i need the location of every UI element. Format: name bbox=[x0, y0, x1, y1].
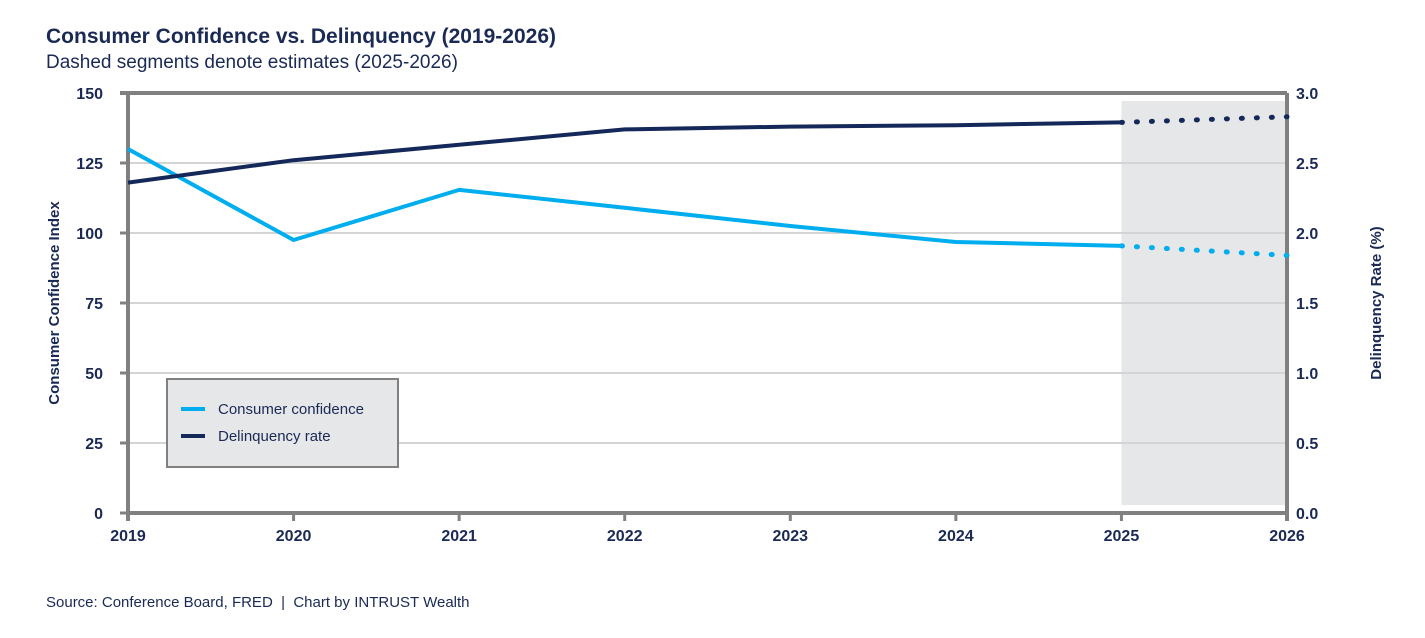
y-right-tick-label: 2.5 bbox=[1296, 156, 1318, 173]
x-tick-label: 2019 bbox=[110, 528, 146, 545]
y-right-tick-label: 1.0 bbox=[1296, 366, 1318, 383]
y-left-tick-label: 125 bbox=[76, 156, 103, 173]
legend-label: Consumer confidence bbox=[218, 401, 364, 418]
delinquency-rate-line bbox=[127, 120, 1122, 185]
y-left-tick-label: 50 bbox=[85, 366, 103, 383]
x-tick-label: 2023 bbox=[772, 528, 808, 545]
legend-box bbox=[166, 378, 399, 468]
y-right-tick-label: 2.0 bbox=[1296, 226, 1318, 243]
chart-subtitle: Dashed segments denote estimates (2025-2… bbox=[46, 52, 458, 73]
x-tick-label: 2022 bbox=[607, 528, 643, 545]
y-right-tick-label: 3.0 bbox=[1296, 86, 1318, 103]
chart-source: Source: Conference Board, FRED | Chart b… bbox=[46, 594, 470, 611]
x-tick-label: 2024 bbox=[938, 528, 974, 545]
legend-label: Delinquency rate bbox=[218, 428, 331, 445]
y-left-tick-label: 100 bbox=[76, 226, 103, 243]
y-right-tick-label: 0.0 bbox=[1296, 506, 1318, 523]
y-right-tick-label: 0.5 bbox=[1296, 436, 1318, 453]
y-left-axis-label: Consumer Confidence Index bbox=[46, 201, 63, 405]
x-tick-label: 2021 bbox=[441, 528, 477, 545]
x-tick-label: 2020 bbox=[276, 528, 312, 545]
y-left-tick-label: 150 bbox=[76, 86, 103, 103]
x-tick-label: 2026 bbox=[1269, 528, 1305, 545]
y-left-tick-label: 25 bbox=[85, 436, 103, 453]
x-tick-label: 2025 bbox=[1104, 528, 1140, 545]
y-left-tick-label: 75 bbox=[85, 296, 103, 313]
y-right-tick-label: 1.5 bbox=[1296, 296, 1318, 313]
y-left-tick-label: 0 bbox=[94, 506, 103, 523]
consumer-confidence-estimate-line bbox=[1118, 243, 1290, 258]
y-right-axis-label: Delinquency Rate (%) bbox=[1368, 226, 1385, 379]
delinquency-rate-estimate-line bbox=[1118, 114, 1290, 125]
chart-title: Consumer Confidence vs. Delinquency (201… bbox=[46, 25, 556, 48]
consumer-confidence-line bbox=[127, 147, 1122, 248]
